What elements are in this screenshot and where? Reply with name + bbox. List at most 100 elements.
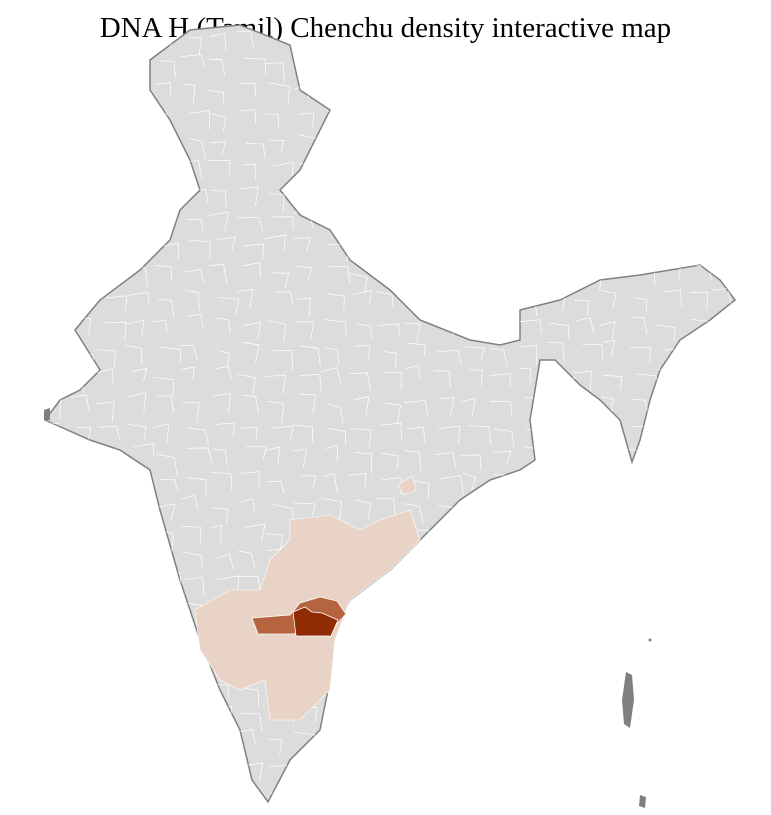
district-boundary bbox=[689, 291, 709, 310]
district-boundary bbox=[580, 525, 602, 538]
district-boundary bbox=[377, 136, 401, 157]
district-boundary bbox=[465, 346, 485, 362]
district-boundary bbox=[721, 550, 735, 566]
district-boundary bbox=[131, 240, 151, 258]
district-boundary bbox=[463, 473, 477, 491]
district-boundary bbox=[657, 551, 679, 566]
district-boundary bbox=[411, 86, 426, 101]
district-boundary bbox=[720, 370, 735, 394]
district-boundary bbox=[715, 472, 731, 490]
district-boundary bbox=[433, 527, 459, 551]
district-boundary bbox=[45, 766, 66, 785]
district-boundary bbox=[551, 85, 574, 101]
district-boundary bbox=[187, 688, 201, 709]
district-boundary bbox=[76, 550, 92, 567]
district-boundary bbox=[209, 524, 222, 543]
district-boundary bbox=[240, 82, 256, 97]
district-boundary bbox=[45, 678, 56, 696]
district-boundary bbox=[182, 83, 196, 104]
district-boundary bbox=[45, 454, 63, 473]
district-boundary bbox=[601, 476, 623, 497]
district-boundary bbox=[183, 268, 205, 284]
district-boundary bbox=[684, 241, 701, 258]
district-boundary bbox=[380, 422, 402, 440]
district-boundary bbox=[658, 763, 682, 779]
district-boundary bbox=[632, 33, 649, 49]
district-boundary bbox=[351, 188, 377, 205]
district-boundary bbox=[270, 792, 293, 802]
district-boundary bbox=[45, 709, 63, 729]
district-boundary bbox=[323, 191, 339, 209]
district-boundary bbox=[521, 608, 539, 629]
district-boundary bbox=[321, 497, 342, 521]
district-boundary bbox=[47, 658, 63, 679]
district-boundary bbox=[265, 446, 281, 465]
district-boundary bbox=[573, 370, 592, 391]
district-boundary bbox=[377, 714, 392, 734]
district-boundary bbox=[407, 660, 428, 681]
district-boundary bbox=[156, 503, 176, 521]
district-boundary bbox=[352, 656, 368, 677]
district-boundary bbox=[630, 316, 648, 335]
district-boundary bbox=[714, 38, 735, 59]
low-density-district-north[interactable] bbox=[397, 475, 417, 496]
district-boundary bbox=[489, 400, 513, 418]
district-boundary bbox=[579, 763, 599, 778]
district-boundary bbox=[217, 350, 231, 367]
district-boundary bbox=[237, 288, 254, 309]
district-boundary bbox=[634, 658, 650, 678]
district-boundary bbox=[659, 632, 678, 649]
district-boundary bbox=[160, 653, 174, 676]
district-boundary bbox=[321, 367, 341, 384]
district-boundary bbox=[356, 213, 375, 234]
district-boundary bbox=[574, 708, 591, 727]
district-boundary bbox=[133, 755, 150, 769]
district-boundary bbox=[552, 662, 575, 686]
district-boundary bbox=[292, 27, 314, 45]
district-boundary bbox=[602, 339, 616, 357]
district-boundary bbox=[686, 164, 710, 186]
district-boundary bbox=[606, 709, 623, 728]
district-boundary bbox=[520, 739, 538, 763]
district-boundary bbox=[437, 349, 462, 365]
district-boundary bbox=[601, 61, 623, 79]
district-boundary bbox=[103, 240, 116, 258]
district-boundary bbox=[602, 83, 620, 103]
district-boundary bbox=[381, 765, 404, 789]
district-boundary bbox=[629, 220, 647, 242]
district-boundary bbox=[97, 349, 116, 368]
district-boundary bbox=[549, 755, 566, 774]
district-boundary bbox=[379, 163, 401, 178]
district-boundary bbox=[293, 237, 311, 252]
district-boundary bbox=[161, 605, 182, 628]
district-boundary bbox=[692, 680, 711, 698]
district-boundary bbox=[130, 558, 146, 577]
district-boundary bbox=[325, 132, 346, 151]
district-boundary bbox=[605, 157, 624, 172]
district-boundary bbox=[490, 238, 509, 255]
district-boundary bbox=[212, 761, 229, 778]
district-boundary bbox=[152, 219, 168, 235]
district-boundary bbox=[493, 138, 510, 153]
district-boundary bbox=[242, 243, 265, 261]
district-boundary bbox=[209, 32, 227, 52]
district-boundary bbox=[45, 33, 59, 50]
district-boundary bbox=[495, 315, 516, 329]
district-boundary bbox=[124, 530, 142, 555]
district-boundary bbox=[683, 26, 705, 44]
district-boundary bbox=[125, 319, 145, 338]
district-boundary bbox=[265, 62, 286, 83]
district-boundary bbox=[105, 321, 127, 341]
district-boundary bbox=[217, 575, 240, 591]
district-boundary bbox=[154, 632, 181, 651]
district-boundary bbox=[629, 533, 650, 554]
high-density-district[interactable] bbox=[292, 606, 339, 637]
district-boundary bbox=[292, 761, 311, 780]
district-boundary bbox=[71, 237, 85, 257]
district-boundary bbox=[74, 109, 90, 123]
district-boundary bbox=[45, 550, 61, 566]
district-boundary bbox=[265, 374, 287, 395]
district-boundary bbox=[573, 215, 596, 235]
district-boundary bbox=[544, 422, 561, 442]
